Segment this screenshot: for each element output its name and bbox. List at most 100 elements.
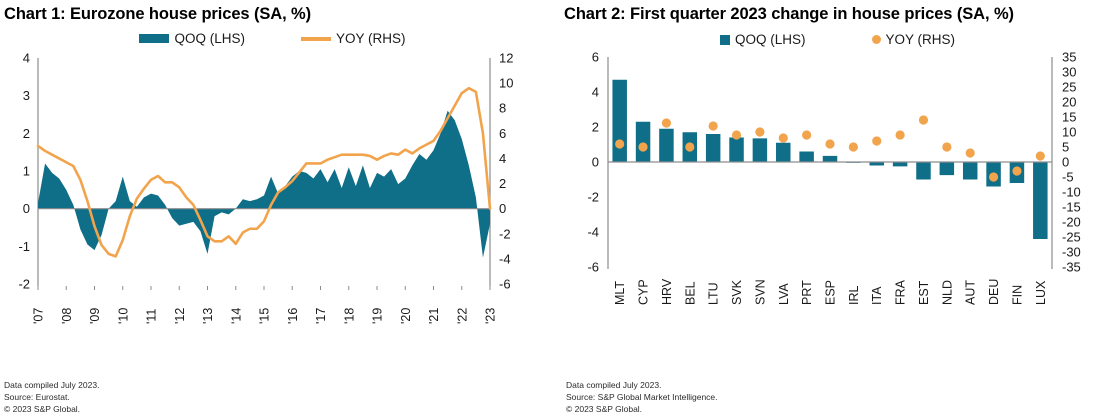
dot-LTU [708,121,718,131]
svg-text:4: 4 [592,85,599,100]
svg-text:5: 5 [1062,140,1069,155]
category-label-HRV: HRV [660,278,674,305]
dot-HRV [661,118,672,128]
chart-1-legend: QOQ (LHS) YOY (RHS) [0,31,545,46]
chart-1-footer-line-1: Source: Eurostat. [4,391,70,402]
legend-item-yoy[interactable]: YOY (RHS) [871,32,955,47]
category-label-CYP: CYP [637,279,651,305]
svg-text:-2: -2 [499,226,511,241]
dot-IRL [848,142,858,152]
svg-text:1: 1 [23,164,30,179]
dot-SVN [755,127,765,137]
bar-EST [916,162,931,180]
svg-text:'23: '23 [484,308,498,324]
category-label-AUT: AUT [964,280,978,305]
bar-SVN [752,138,768,163]
svg-text:-25: -25 [1062,230,1081,245]
bar-FRA [892,162,908,167]
svg-text:'22: '22 [455,308,469,324]
line-swatch-icon [301,36,331,41]
category-label-FIN: FIN [1010,285,1024,305]
svg-text:2: 2 [592,120,599,135]
legend-item-yoy[interactable]: YOY (RHS) [301,31,406,46]
dot-ITA [872,136,882,146]
dot-ESP [825,139,835,149]
dot-CYP [638,142,648,152]
svg-text:'13: '13 [201,308,215,324]
dot-MLT [615,139,625,149]
bar-HRV [659,128,674,163]
chart-2-footer-line-1: Source: S&P Global Market Intelligence. [566,391,718,402]
chart-1-title: Chart 1: Eurozone house prices (SA, %) [4,5,312,23]
category-label-DEU: DEU [987,279,1001,305]
square-swatch-icon [719,34,730,45]
chart-2-plot: 6 4 2 0 -2 -4 -6 35 30 25 20 15 10 5 0 -5 -10 -15 -20 -25 -3… [560,47,1115,332]
svg-text:15: 15 [1062,110,1076,125]
legend-label-yoy: YOY (RHS) [336,31,406,47]
category-label-LUX: LUX [1034,280,1048,305]
svg-text:-2: -2 [18,277,30,292]
dot-BEL [685,142,695,152]
dot-PRT [802,130,812,140]
svg-text:'16: '16 [286,308,300,324]
dot-SVK [731,130,742,140]
svg-text:'21: '21 [427,308,441,324]
svg-text:'18: '18 [342,308,356,324]
svg-text:-30: -30 [1062,245,1081,260]
svg-text:'12: '12 [173,308,187,324]
svg-text:'20: '20 [399,308,413,324]
bar-LUX [1033,162,1048,240]
svg-text:-4: -4 [587,225,599,240]
svg-text:'17: '17 [314,308,328,324]
dot-FIN [1012,166,1022,176]
category-label-ITA: ITA [870,286,884,305]
svg-text:'09: '09 [88,308,102,324]
category-label-NLD: NLD [940,280,954,305]
svg-text:-6: -6 [499,277,511,292]
chart-2-panel: Chart 2: First quarter 2023 change in ho… [560,0,1115,419]
chart-2-footer-line-2: © 2023 S&P Global. [566,403,643,414]
category-label-LVA: LVA [777,283,791,305]
svg-text:10: 10 [499,76,513,91]
chart-1-footer-line-2: © 2023 S&P Global. [4,403,81,414]
bar-LVA [776,142,791,163]
dot-NLD [942,142,952,152]
category-label-PRT: PRT [800,280,814,305]
svg-text:10: 10 [1062,125,1076,140]
svg-text:-15: -15 [1062,200,1081,215]
legend-item-qoq[interactable]: QOQ (LHS) [139,31,245,46]
svg-text:-1: -1 [18,239,30,254]
svg-text:'10: '10 [116,308,130,324]
chart-2-svg: 6420-2-4-635302520151050-5-10-15-20-25-3… [587,50,1081,306]
svg-text:'08: '08 [60,308,74,324]
svg-text:'11: '11 [145,309,159,324]
svg-text:0: 0 [1062,155,1069,170]
dot-LUX [1035,151,1045,161]
svg-text:2: 2 [499,176,506,191]
bar-swatch-icon [139,34,170,44]
category-label-LTU: LTU [707,282,721,305]
svg-text:35: 35 [1062,50,1076,65]
legend-label-qoq: QOQ (LHS) [174,31,245,47]
svg-text:'14: '14 [229,308,243,324]
bar-LTU [705,134,721,163]
chart-2-legend: QOQ (LHS) YOY (RHS) [560,32,1115,47]
svg-text:4: 4 [499,151,506,166]
svg-text:-2: -2 [587,190,599,205]
category-label-SVN: SVN [753,279,767,305]
bar-ITA [869,162,884,166]
chart-2-footer: Data compiled July 2023. Source: S&P Glo… [566,379,718,415]
bar-MLT [612,79,627,163]
svg-text:-6: -6 [587,260,599,275]
svg-text:'07: '07 [32,308,46,324]
svg-text:'15: '15 [258,308,272,324]
legend-item-qoq[interactable]: QOQ (LHS) [719,32,806,47]
svg-text:2: 2 [23,126,30,141]
chart-1-footer-line-0: Data compiled July 2023. [4,379,100,390]
chart-1-plot: 4 3 2 1 0 -1 -2 12 10 8 6 4 2 0 -2 -4 -6'07'08'09'10'11 '… [0,46,545,336]
svg-text:0: 0 [592,155,599,170]
svg-text:12: 12 [499,51,513,66]
svg-text:6: 6 [592,50,599,65]
